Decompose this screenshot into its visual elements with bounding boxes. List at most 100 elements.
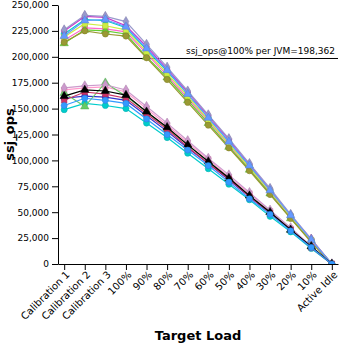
- series: [60, 85, 336, 264]
- y-tick: 200,000: [12, 52, 58, 62]
- series: [61, 28, 335, 264]
- series-line: [64, 103, 332, 264]
- y-tick-label: 50,000: [18, 208, 50, 218]
- x-tick-label: 40%: [234, 269, 258, 293]
- series: [61, 93, 335, 264]
- y-tick-label: 250,000: [12, 0, 49, 10]
- reference-line: [58, 58, 338, 59]
- series-point: [163, 122, 171, 129]
- y-tick-mark: [52, 31, 58, 32]
- series-point: [205, 122, 211, 128]
- y-tick: 150,000: [12, 104, 58, 114]
- y-tick-mark: [52, 83, 58, 84]
- series-point: [123, 33, 129, 39]
- y-tick-label: 225,000: [12, 26, 49, 36]
- series: [61, 25, 334, 264]
- x-axis-title: Target Load: [155, 328, 242, 343]
- y-tick: 100,000: [12, 156, 58, 166]
- y-tick: 0: [43, 259, 58, 269]
- x-tick-label: 90%: [131, 269, 155, 293]
- series-line: [64, 28, 332, 264]
- x-axis-line: [59, 264, 339, 265]
- series-point: [142, 107, 150, 114]
- series-line: [64, 90, 332, 264]
- series-point: [205, 162, 211, 168]
- series-point: [286, 211, 294, 218]
- series-line: [64, 96, 332, 264]
- x-tick-mark: [64, 264, 65, 270]
- series-point: [204, 113, 212, 120]
- x-tick: 70%: [172, 264, 196, 292]
- y-tick: 25,000: [18, 233, 59, 243]
- series-point: [143, 116, 149, 122]
- x-tick-label: 30%: [254, 269, 278, 293]
- y-tick-mark: [52, 264, 58, 265]
- x-tick-mark: [147, 264, 148, 270]
- y-tick-label: 0: [43, 259, 49, 269]
- series-point: [329, 261, 335, 264]
- series-point: [61, 102, 67, 108]
- series-point: [226, 179, 232, 185]
- x-tick-mark: [126, 264, 127, 270]
- y-tick: 50,000: [18, 208, 59, 218]
- series-point: [163, 65, 171, 72]
- y-tick-mark: [52, 160, 58, 161]
- series-point: [329, 261, 334, 264]
- y-tick-mark: [52, 238, 58, 239]
- series-point: [184, 89, 192, 96]
- x-tick-label: 50%: [213, 269, 237, 293]
- x-tick: Active Idle: [295, 264, 340, 314]
- y-tick-label: 25,000: [18, 233, 50, 243]
- x-tick-label: 80%: [151, 269, 175, 293]
- series: [61, 21, 334, 264]
- y-axis: 0 25,000 50,000 75,000 100,000 125,000 150,000…: [12, 0, 59, 269]
- series-point: [81, 85, 89, 92]
- series-group: [60, 10, 336, 264]
- x-tick: 100%: [106, 264, 134, 297]
- y-tick-mark: [52, 5, 58, 6]
- plot: 0 25,000 50,000 75,000 100,000 125,000 150,000…: [12, 0, 340, 322]
- x-tick-mark: [291, 264, 292, 270]
- x-tick-label: 20%: [275, 269, 299, 293]
- series-point: [61, 39, 67, 45]
- series-point: [308, 244, 314, 250]
- y-tick-label: 75,000: [18, 182, 50, 192]
- series-line: [64, 87, 332, 264]
- x-axis: Calibration 1Calibration 2Calibration 31…: [19, 264, 340, 322]
- series-point: [226, 145, 232, 151]
- y-axis-title: ssj_ops: [2, 108, 18, 161]
- x-tick-mark: [229, 264, 230, 270]
- x-tick-mark: [167, 264, 168, 270]
- series-point: [82, 28, 88, 34]
- x-tick-label: Calibration 3: [60, 269, 113, 322]
- series-point: [164, 131, 170, 137]
- y-tick-label: 200,000: [12, 52, 49, 62]
- series-point: [184, 140, 192, 147]
- series: [61, 95, 335, 264]
- chart: 0 25,000 50,000 75,000 100,000 125,000 150,000…: [0, 0, 348, 348]
- y-tick-mark: [52, 212, 58, 213]
- series-point: [142, 107, 150, 114]
- series: [60, 78, 336, 264]
- series-point: [101, 15, 109, 22]
- x-tick-mark: [332, 264, 333, 270]
- y-tick-label: 175,000: [12, 78, 49, 88]
- series: [61, 89, 334, 264]
- series-point: [60, 91, 68, 98]
- series-point: [288, 228, 294, 234]
- series-point: [308, 245, 313, 250]
- series-line: [64, 24, 332, 264]
- x-tick-mark: [270, 264, 271, 270]
- series-point: [103, 23, 108, 28]
- x-tick: 30%: [254, 264, 278, 292]
- series-point: [329, 261, 335, 264]
- x-tick-mark: [85, 264, 86, 270]
- x-tick: 50%: [213, 264, 237, 292]
- y-tick-label: 125,000: [12, 130, 49, 140]
- series-point: [122, 22, 130, 29]
- y-tick-label: 100,000: [12, 156, 49, 166]
- series-point: [267, 211, 273, 217]
- series-point: [123, 100, 129, 106]
- series: [60, 15, 336, 264]
- series: [61, 80, 335, 264]
